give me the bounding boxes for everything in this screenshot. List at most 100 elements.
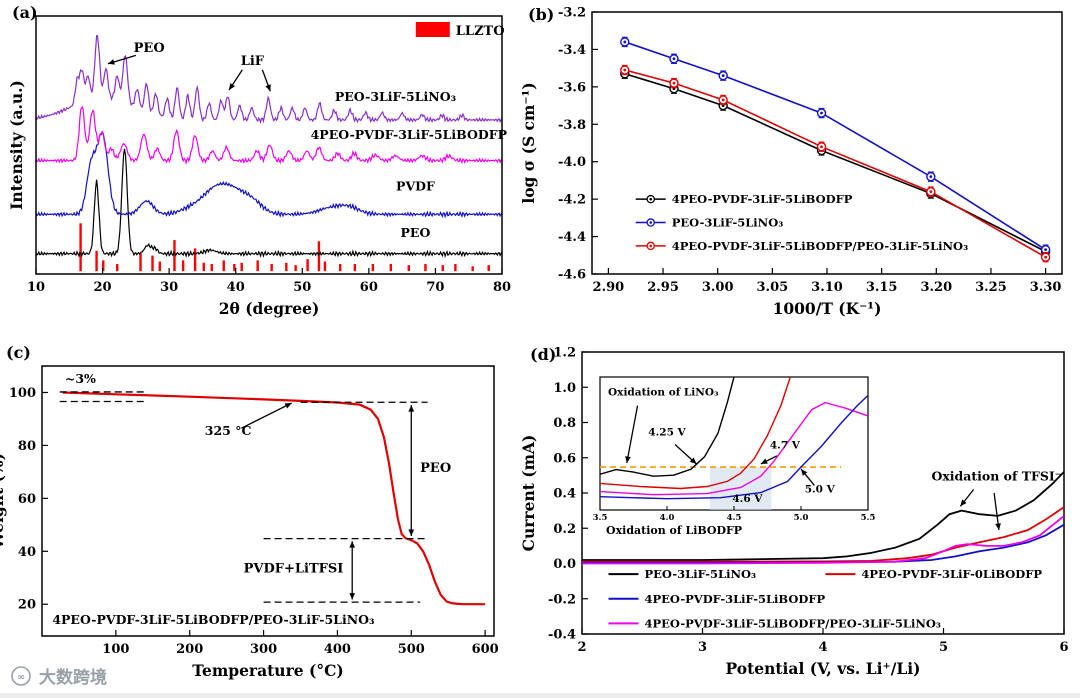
y-tick-label: 0.8 xyxy=(553,416,576,431)
plot-frame xyxy=(41,365,495,637)
svg-text:∞: ∞ xyxy=(17,672,25,683)
x-tick-label: 3.10 xyxy=(811,280,843,295)
x-axis-title: Potential (V, vs. Li⁺/Li) xyxy=(726,659,921,678)
arrowhead xyxy=(284,403,292,409)
x-axis-title: Temperature (°C) xyxy=(192,661,344,680)
annotation-text: Oxidation of TFSI⁻ xyxy=(931,469,1061,484)
legend-label-bodfp-membrane: 4PEO-PVDF-3LiF-5LiBODFP xyxy=(672,192,853,206)
watermark: ∞ 大数跨境 xyxy=(10,663,107,688)
y-tick-label: 40 xyxy=(18,545,36,560)
inset-below-label: Oxidation of LiBODFP xyxy=(606,524,742,537)
panel-label-a: (a) xyxy=(12,3,38,22)
legend-marker-dot xyxy=(649,197,653,201)
x-tick-label: 3 xyxy=(698,640,707,655)
inset-x-tick-label: 3.5 xyxy=(593,513,608,523)
x-tick-label: 70 xyxy=(426,280,444,295)
legend-label: PEO-3LiF-5LiNO₃ xyxy=(645,567,757,581)
xrd-trace-membrane xyxy=(36,105,502,165)
conductivity-chart: (b) 2.90 2.95 3.00 3.05 3.10 3.15 3.20 3.25 3.30 -… xyxy=(519,5,1063,318)
inset-series-peo-lino3 xyxy=(600,377,735,477)
data-point-dot xyxy=(721,98,725,102)
x-tick-label: 3.05 xyxy=(757,280,789,295)
y-tick-label: -4.4 xyxy=(558,230,586,245)
annotation-text: 5.0 V xyxy=(805,484,836,496)
arrowhead xyxy=(229,83,235,91)
annotation-text: 4.25 V xyxy=(648,426,686,438)
x-tick-label: 3.00 xyxy=(702,280,734,295)
lsv-chart: (d) 2 3 4 5 6 -0.4 -0.2 0.0 0.2 0.4 0.6 0.8 1.0 1.2 Pot… xyxy=(519,345,1069,678)
annotation-text: ~3% xyxy=(65,371,96,386)
y-tick-label: 1.0 xyxy=(553,381,576,396)
xrd-trace-peo xyxy=(36,148,502,258)
arrow-line xyxy=(626,405,639,464)
panel-a-xrd: (a) PEO PVDF 4PEO-PVDF-3LiF-5LiBODFP PEO-3Li… xyxy=(6,0,516,340)
y-tick-label: -3.2 xyxy=(558,6,586,21)
arrowhead xyxy=(265,84,271,92)
plot-frame xyxy=(591,11,1063,275)
annotation-text: PEO xyxy=(420,461,451,476)
inset-series-bilayer xyxy=(600,401,868,496)
legend-label: 4PEO-PVDF-3LiF-0LiBODFP xyxy=(861,567,1042,581)
arrowhead xyxy=(760,458,768,464)
y-tick-label: -4.0 xyxy=(558,155,586,170)
inset-shaded-region xyxy=(709,467,772,510)
arrowhead xyxy=(349,541,356,548)
annotation-text: 4PEO-PVDF-3LiF-5LiBODFP/PEO-3LiF-5LiNO₃ xyxy=(52,612,374,627)
arrow-line xyxy=(241,402,292,429)
x-tick-label: 30 xyxy=(160,280,178,295)
data-point-dot xyxy=(1044,255,1048,259)
annotation-text: PEO xyxy=(134,41,165,56)
trace-label-pvdf: PVDF xyxy=(396,178,435,193)
arrowhead xyxy=(960,499,967,507)
x-tick-label: 20 xyxy=(94,280,112,295)
y-axis-title: Weight (%) xyxy=(0,453,7,550)
inset-series-bodfp-membrane xyxy=(600,394,868,500)
inset-x-tick-label: 4.5 xyxy=(727,513,742,523)
panel-c-tga: (c) 100 200 300 400 500 600 20 40 60 80 100 Temperat… xyxy=(0,340,512,698)
data-point-dot xyxy=(672,57,676,61)
y-tick-label: 0.2 xyxy=(553,522,576,537)
arrowhead xyxy=(349,593,356,600)
legend-label-bilayer: 4PEO-PVDF-3LiF-5LiBODFP/PEO-3LiF-5LiNO₃ xyxy=(672,239,968,253)
y-tick-label: -4.2 xyxy=(558,193,586,208)
inset-x-tick-label: 4.0 xyxy=(660,513,675,523)
x-tick-label: 3.20 xyxy=(920,280,952,295)
y-tick-label: -3.8 xyxy=(558,118,586,133)
x-tick-label: 400 xyxy=(324,642,351,657)
xrd-trace-peo-lino3 xyxy=(36,34,502,125)
plot-frame xyxy=(35,15,503,275)
lsv-series-peo-lino3 xyxy=(582,471,1065,561)
y-tick-label: -3.6 xyxy=(558,80,586,95)
arrowhead xyxy=(625,456,631,463)
x-tick-label: 10 xyxy=(27,280,45,295)
panel-d-lsv: (d) 2 3 4 5 6 -0.4 -0.2 0.0 0.2 0.4 0.6 0.8 1.0 1.2 Pot… xyxy=(518,340,1080,698)
data-point-dot xyxy=(623,68,627,72)
data-point-dot xyxy=(721,74,725,78)
inset-series-no-bodfp xyxy=(600,377,791,490)
y-axis-title: log σ (S cm⁻¹) xyxy=(519,82,538,203)
x-tick-label: 200 xyxy=(176,642,203,657)
data-point-dot xyxy=(1044,248,1048,252)
annotation-text: Oxidation of LiNO₃ xyxy=(608,386,719,398)
data-point-dot xyxy=(929,190,933,194)
watermark-text: 大数跨境 xyxy=(39,668,107,688)
tga-chart: (c) 100 200 300 400 500 600 20 40 60 80 100 Temperat… xyxy=(0,343,499,680)
data-point-dot xyxy=(672,81,676,85)
x-tick-label: 2.95 xyxy=(647,280,679,295)
legend-label: 4PEO-PVDF-3LiF-5LiBODFP xyxy=(645,592,826,606)
x-tick-label: 50 xyxy=(293,280,311,295)
arrowhead xyxy=(689,457,697,464)
inset-series xyxy=(600,377,868,500)
annotation-text: PVDF+LiTFSI xyxy=(244,561,344,576)
x-tick-label: 3.30 xyxy=(1030,280,1062,295)
x-tick-label: 600 xyxy=(472,642,499,657)
x-tick-label: 2 xyxy=(577,640,586,655)
panel-label-d: (d) xyxy=(530,345,556,364)
x-tick-label: 500 xyxy=(398,642,425,657)
x-tick-label: 6 xyxy=(1059,640,1068,655)
panel-label-c: (c) xyxy=(6,343,31,362)
y-tick-label: -4.6 xyxy=(558,268,586,283)
x-tick-label: 60 xyxy=(360,280,378,295)
y-tick-label: -0.4 xyxy=(548,628,576,643)
